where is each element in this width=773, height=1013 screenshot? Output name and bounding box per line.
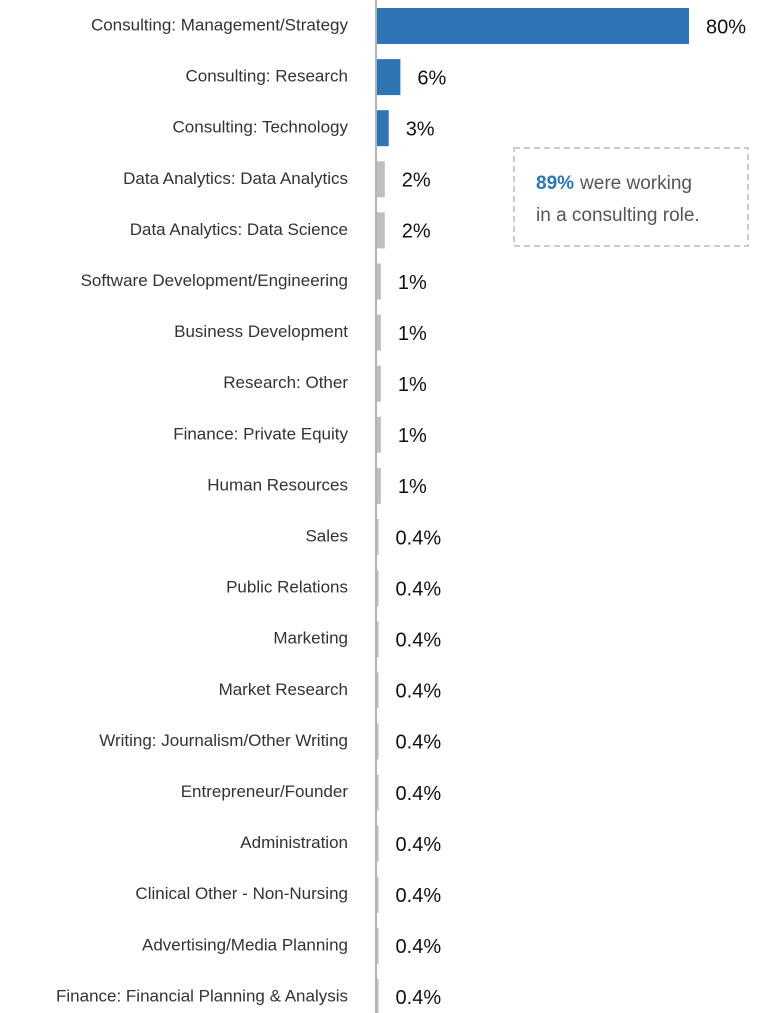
category-label: Administration [240,833,348,852]
value-label: 3% [406,118,435,140]
annotation-text: were working [579,173,692,194]
category-label: Finance: Private Equity [173,424,348,443]
category-label: Finance: Financial Planning & Analysis [56,986,348,1005]
category-label: Market Research [219,680,348,699]
annotation-line: 89% were working [536,173,692,194]
category-label: Software Development/Engineering [81,271,348,290]
bar [377,723,379,760]
value-label: 2% [402,170,431,192]
annotation-highlight: 89% [536,173,574,194]
bar [377,978,379,1013]
bar [377,825,379,862]
annotation-text: in a consulting role. [536,205,700,226]
value-label: 0.4% [396,629,442,651]
value-label: 1% [398,476,427,498]
annotation-box [513,147,749,247]
category-label: Writing: Journalism/Other Writing [99,731,348,750]
category-label: Data Analytics: Data Analytics [123,169,348,188]
value-label: 0.4% [396,732,442,754]
category-label: Clinical Other - Non-Nursing [135,884,348,903]
bar [377,314,381,351]
bar [377,621,379,658]
value-label: 0.4% [396,681,442,703]
category-label: Consulting: Research [185,67,348,86]
category-label: Consulting: Management/Strategy [91,15,349,34]
value-label: 6% [417,67,446,89]
category-label: Entrepreneur/Founder [181,782,349,801]
category-label: Consulting: Technology [173,118,349,137]
bar [377,927,379,964]
value-label: 0.4% [396,885,442,907]
value-label: 1% [398,272,427,294]
bar [377,212,385,249]
bar [377,263,381,300]
category-label: Human Resources [207,475,348,494]
category-label: Advertising/Media Planning [142,935,348,954]
bar [377,467,381,504]
bar [377,365,381,402]
bar [377,774,379,811]
value-label: 1% [398,323,427,345]
value-label: 1% [398,425,427,447]
category-label: Research: Other [223,373,348,392]
bar [377,416,381,453]
bar [377,570,379,607]
bar [377,110,389,147]
value-label: 0.4% [396,578,442,600]
category-label: Data Analytics: Data Science [130,220,348,239]
value-label: 1% [398,374,427,396]
bar [377,8,689,44]
category-label: Sales [305,526,348,545]
bar [377,161,385,198]
bar [377,876,379,913]
value-label: 0.4% [396,527,442,549]
category-label: Public Relations [226,578,348,597]
category-label: Marketing [273,629,348,648]
value-label: 2% [402,221,431,243]
value-label: 0.4% [396,783,442,805]
value-label: 0.4% [396,834,442,856]
category-label: Business Development [174,322,348,341]
bar [377,672,379,709]
value-label: 0.4% [396,936,442,958]
value-label: 0.4% [396,987,442,1009]
bar [377,519,379,555]
value-label: 80% [706,16,746,38]
bar [377,59,401,96]
